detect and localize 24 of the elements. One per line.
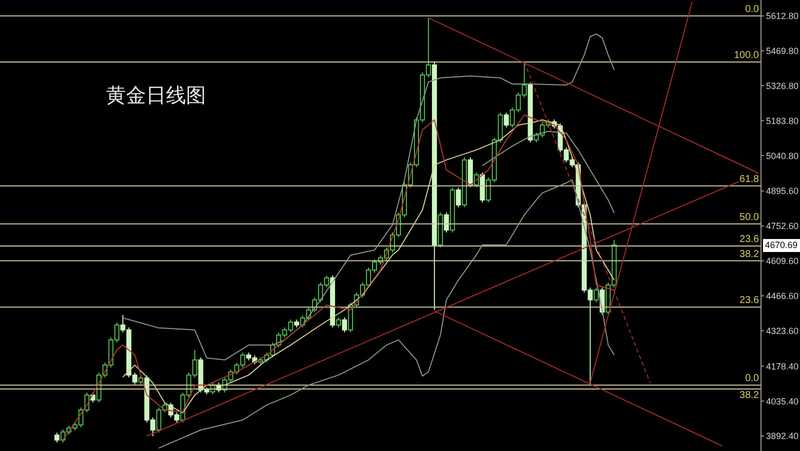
annotation: 0.0 xyxy=(744,4,760,15)
y-tick-label: 4609.60 xyxy=(766,256,799,266)
y-tick-label: 4895.60 xyxy=(766,186,799,196)
y-tick-label: 4178.40 xyxy=(766,361,799,372)
annotation: 23.6 xyxy=(738,234,760,245)
y-tick-label: 5040.80 xyxy=(766,150,799,161)
annotation: 0.0 xyxy=(744,373,760,384)
annotation: 23.6 xyxy=(738,295,760,306)
annotation: 38.2 xyxy=(738,248,760,260)
y-tick-label: 4323.60 xyxy=(766,326,799,336)
ref-line-label: 4670.69 xyxy=(763,238,800,252)
y-tick-label: 3892.40 xyxy=(766,431,799,442)
text: 黄金日线图 xyxy=(106,82,206,109)
y-tick-label: 4035.40 xyxy=(766,396,799,406)
y-tick-label: 5612.80 xyxy=(766,11,799,22)
annotation: 50.0 xyxy=(738,212,760,223)
annotation: 38.2 xyxy=(738,390,760,401)
y-tick-label: 5183.80 xyxy=(766,116,799,126)
y-tick-label: 5469.80 xyxy=(766,46,799,56)
annotation: 100.0 xyxy=(732,50,760,62)
annotation: 61.8 xyxy=(738,174,760,185)
y-tick-label: 5326.80 xyxy=(766,80,799,91)
y-tick-label: 4752.60 xyxy=(766,221,799,232)
y-tick-label: 4466.60 xyxy=(766,290,799,301)
